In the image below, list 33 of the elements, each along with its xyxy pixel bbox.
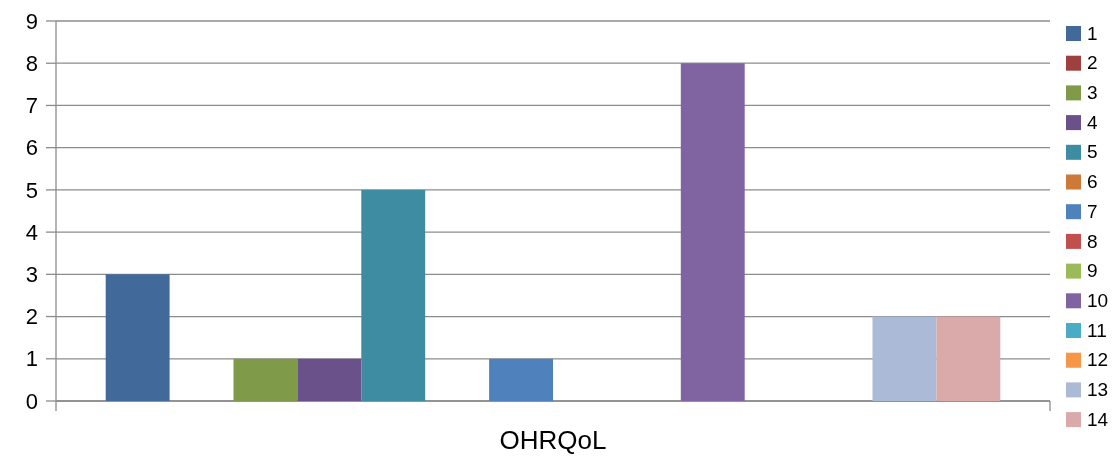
legend-label: 1: [1087, 22, 1098, 44]
legend-label: 7: [1087, 200, 1098, 222]
y-tick-label: 8: [25, 50, 38, 76]
x-tick-label: OHRQoL: [499, 425, 607, 455]
y-tick-label: 6: [25, 135, 38, 161]
legend-label: 5: [1087, 141, 1098, 163]
y-tick-label: 4: [25, 219, 38, 245]
legend-label: 4: [1087, 111, 1098, 133]
bar: [680, 63, 745, 401]
bar: [936, 316, 1001, 401]
legend-label: 2: [1087, 52, 1098, 74]
legend-label: 9: [1087, 260, 1098, 282]
bar: [105, 274, 170, 401]
y-tick-label: 3: [25, 262, 38, 288]
y-tick-label: 0: [25, 388, 38, 414]
bar: [872, 316, 937, 401]
legend-label: 11: [1087, 319, 1107, 341]
bar: [233, 358, 298, 401]
y-tick-label: 1: [25, 346, 38, 372]
legend-label: 8: [1087, 230, 1098, 252]
y-tick-label: 7: [25, 93, 38, 119]
legend-label: 6: [1087, 171, 1098, 193]
legend-label: 14: [1087, 408, 1109, 430]
bar: [361, 189, 426, 401]
bar: [297, 358, 362, 401]
legend-label: 12: [1087, 349, 1109, 371]
bar: [489, 358, 553, 401]
legend-label: 3: [1087, 82, 1098, 104]
legend-label: 10: [1087, 289, 1109, 311]
y-tick-label: 2: [25, 304, 38, 330]
y-tick-label: 5: [25, 177, 38, 203]
y-tick-label: 9: [25, 8, 38, 34]
legend-label: 13: [1087, 379, 1109, 401]
